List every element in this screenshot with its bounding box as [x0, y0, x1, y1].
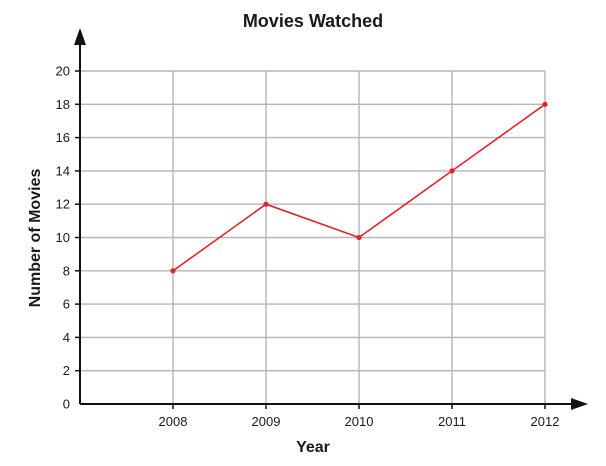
data-point	[170, 268, 176, 274]
x-axis-arrow	[571, 398, 588, 410]
y-axis-title: Number of Movies	[27, 169, 44, 308]
data-point	[356, 234, 362, 241]
grid	[80, 70, 546, 404]
data-point	[449, 168, 455, 174]
y-axis-arrow	[74, 28, 86, 45]
y-tick-label: 16	[56, 130, 70, 145]
y-tick-label: 6	[63, 297, 70, 312]
y-tick-label: 20	[56, 64, 70, 79]
data-point	[263, 201, 269, 207]
series	[170, 101, 548, 274]
y-tick-label: 4	[63, 330, 70, 345]
chart-title: Movies Watched	[243, 11, 383, 31]
y-tick-label: 2	[63, 363, 70, 378]
x-tick-label: 2009	[252, 414, 281, 429]
y-tick-labels: 0 2 4 6 8 10 12 14 16 18 20	[56, 64, 70, 412]
axes	[74, 28, 588, 410]
x-tick-labels: 2008 2009 2010 2011 2012	[159, 414, 560, 429]
y-tick-label: 10	[56, 230, 70, 245]
x-axis-title: Year	[296, 439, 330, 456]
x-tick-label: 2011	[438, 414, 466, 429]
y-tick-label: 12	[56, 197, 70, 212]
x-tick-label: 2012	[531, 414, 560, 429]
x-tick-label: 2008	[159, 414, 188, 429]
y-tick-label: 0	[63, 397, 70, 412]
y-tick-label: 8	[63, 263, 70, 278]
x-tick-label: 2010	[345, 414, 374, 429]
y-tick-label: 14	[56, 163, 70, 178]
data-point	[542, 101, 548, 107]
y-tick-label: 18	[56, 97, 70, 112]
